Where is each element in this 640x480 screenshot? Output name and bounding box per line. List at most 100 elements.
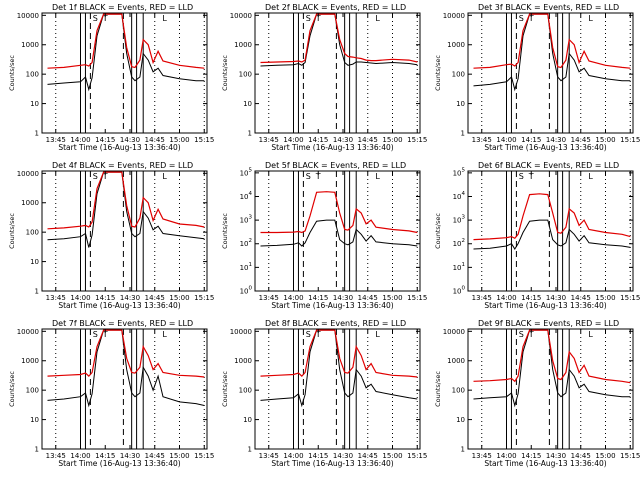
y-tick-label: 100 bbox=[452, 71, 465, 79]
x-tick-label: 14:30 bbox=[120, 452, 140, 460]
y-tick-label: 105 bbox=[240, 167, 253, 177]
annotation-label: T bbox=[528, 330, 534, 339]
annotation-label: L bbox=[162, 330, 167, 339]
y-tick-label: 100 bbox=[453, 286, 466, 296]
annotation-label: S bbox=[306, 14, 311, 23]
x-axis-label: Start Time (16-Aug-13 13:36:40) bbox=[58, 459, 180, 468]
y-tick-label: 1 bbox=[35, 130, 39, 138]
annotation-label: T bbox=[315, 330, 321, 339]
y-tick-label: 10000 bbox=[443, 328, 465, 336]
x-tick-label: 13:45 bbox=[46, 452, 66, 460]
annotation-label: T bbox=[102, 330, 108, 339]
annotation-label: L bbox=[375, 172, 380, 181]
chart-panel-8: Det 8f BLACK = Events, RED = LLD S T L 13:45… bbox=[221, 319, 427, 468]
chart-title: Det 7f BLACK = Events, RED = LLD bbox=[52, 319, 193, 328]
series-events-line bbox=[47, 329, 205, 408]
x-tick-label: 14:45 bbox=[358, 452, 378, 460]
plot-frame bbox=[254, 170, 421, 292]
annotation-label: L bbox=[375, 330, 380, 339]
x-tick-label: 14:00 bbox=[496, 452, 516, 460]
y-tick-label: 1000 bbox=[21, 357, 39, 365]
y-tick-label: 100 bbox=[239, 71, 252, 79]
y-tick-label: 10000 bbox=[230, 328, 252, 336]
x-tick-label: 13:45 bbox=[472, 136, 492, 144]
plot-frame bbox=[41, 12, 208, 134]
annotation-label: T bbox=[315, 172, 321, 181]
y-axis-label: Counts/sec bbox=[8, 371, 16, 407]
y-tick-label: 100 bbox=[239, 387, 252, 395]
series-events-line bbox=[260, 13, 418, 67]
y-tick-label: 1000 bbox=[234, 41, 252, 49]
y-tick-label: 100 bbox=[240, 286, 253, 296]
x-tick-label: 13:45 bbox=[259, 294, 279, 302]
series-events-line bbox=[260, 329, 418, 408]
x-tick-label: 15:00 bbox=[595, 294, 615, 302]
x-tick-label: 14:00 bbox=[283, 136, 303, 144]
y-axis-label: Counts/sec bbox=[8, 55, 16, 91]
annotation-label: S bbox=[93, 330, 98, 339]
x-tick-label: 15:15 bbox=[194, 452, 214, 460]
annotation-label: S bbox=[306, 172, 311, 181]
x-tick-label: 14:15 bbox=[521, 294, 541, 302]
plot-frame bbox=[254, 12, 421, 134]
y-tick-label: 104 bbox=[453, 191, 466, 201]
y-tick-label: 1 bbox=[461, 446, 465, 454]
x-tick-label: 14:00 bbox=[70, 136, 90, 144]
y-tick-label: 10000 bbox=[443, 12, 465, 20]
x-tick-label: 15:00 bbox=[169, 294, 189, 302]
annotation-label: L bbox=[588, 330, 593, 339]
series-events-line bbox=[473, 13, 631, 92]
x-tick-label: 14:00 bbox=[496, 294, 516, 302]
chart-title: Det 4f BLACK = Events, RED = LLD bbox=[52, 161, 193, 170]
x-tick-label: 14:15 bbox=[95, 136, 115, 144]
y-axis-label: Counts/sec bbox=[434, 371, 442, 407]
y-tick-label: 100 bbox=[452, 387, 465, 395]
x-tick-label: 15:00 bbox=[169, 136, 189, 144]
plot-frame bbox=[467, 12, 634, 134]
y-axis-label: Counts/sec bbox=[434, 213, 442, 249]
y-tick-label: 1 bbox=[35, 446, 39, 454]
x-tick-label: 14:30 bbox=[333, 452, 353, 460]
x-tick-label: 15:00 bbox=[382, 136, 402, 144]
x-axis-label: Start Time (16-Aug-13 13:36:40) bbox=[484, 459, 606, 468]
chart-title: Det 2f BLACK = Events, RED = LLD bbox=[265, 3, 406, 12]
x-tick-label: 15:15 bbox=[194, 136, 214, 144]
x-tick-label: 14:00 bbox=[70, 452, 90, 460]
x-tick-label: 14:30 bbox=[546, 294, 566, 302]
y-tick-label: 101 bbox=[240, 262, 252, 272]
x-tick-label: 14:30 bbox=[546, 136, 566, 144]
chart-panel-2: Det 2f BLACK = Events, RED = LLD S T L 13:45… bbox=[221, 3, 427, 152]
annotation-label: L bbox=[588, 172, 593, 181]
series-lld-line bbox=[473, 13, 631, 69]
y-tick-label: 1 bbox=[35, 288, 39, 296]
plot-frame bbox=[41, 328, 208, 450]
y-tick-label: 10000 bbox=[17, 12, 39, 20]
x-tick-label: 14:15 bbox=[95, 294, 115, 302]
plot-frame bbox=[41, 170, 208, 292]
chart-panel-1: Det 1f BLACK = Events, RED = LLD S T L 13:45… bbox=[8, 3, 214, 152]
x-axis-label: Start Time (16-Aug-13 13:36:40) bbox=[271, 143, 393, 152]
x-tick-label: 15:00 bbox=[382, 294, 402, 302]
plot-frame bbox=[467, 170, 634, 292]
x-tick-label: 13:45 bbox=[259, 136, 279, 144]
x-tick-label: 15:00 bbox=[595, 136, 615, 144]
x-axis-label: Start Time (16-Aug-13 13:36:40) bbox=[58, 301, 180, 310]
x-tick-label: 15:00 bbox=[382, 452, 402, 460]
y-tick-label: 100 bbox=[26, 387, 39, 395]
chart-title: Det 8f BLACK = Events, RED = LLD bbox=[265, 319, 406, 328]
x-tick-label: 14:45 bbox=[571, 136, 591, 144]
series-events-line bbox=[473, 219, 631, 250]
series-lld-line bbox=[260, 191, 418, 234]
x-tick-label: 14:30 bbox=[120, 136, 140, 144]
x-tick-label: 14:30 bbox=[333, 294, 353, 302]
x-tick-label: 14:00 bbox=[283, 452, 303, 460]
annotation-label: L bbox=[588, 14, 593, 23]
annotation-label: L bbox=[162, 172, 167, 181]
x-tick-label: 13:45 bbox=[46, 294, 66, 302]
annotation-label: T bbox=[528, 14, 534, 23]
x-axis-label: Start Time (16-Aug-13 13:36:40) bbox=[271, 301, 393, 310]
chart-title: Det 6f BLACK = Events, RED = LLD bbox=[478, 161, 619, 170]
x-axis-label: Start Time (16-Aug-13 13:36:40) bbox=[484, 143, 606, 152]
plot-frame bbox=[467, 328, 634, 450]
